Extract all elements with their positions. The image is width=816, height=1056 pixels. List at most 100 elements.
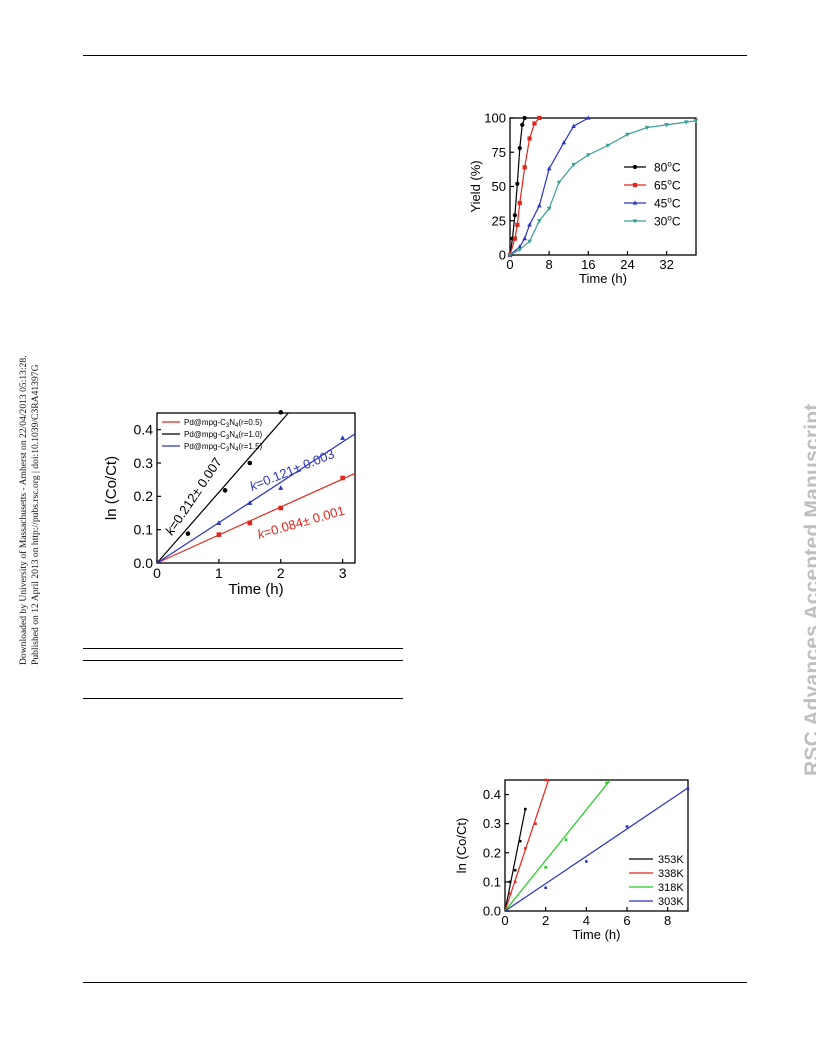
plot-frame <box>156 412 356 564</box>
data-point <box>625 825 629 828</box>
data-point <box>537 115 542 121</box>
plot-frame <box>504 779 689 912</box>
data-point <box>546 206 552 211</box>
fit-line <box>156 412 289 564</box>
legend-label: 318K <box>658 882 684 894</box>
y-tick-label: 0.2 <box>483 845 501 860</box>
legend-label: Pd@mpg-C3N4(r=0.5) <box>184 418 263 429</box>
x-tick-label: 6 <box>623 913 630 928</box>
yield-chart: 0 8 16 24 32 0 25 50 75 100 Time (h) Yield (%) 80oC 6… <box>468 111 699 286</box>
x-tick-label: 0 <box>153 565 161 581</box>
y-axis-label: ln (Co/Ct) <box>103 456 120 520</box>
k-annotation: k=0.121± 0.003 <box>248 446 337 494</box>
data-point <box>537 203 542 208</box>
data-point <box>544 866 547 869</box>
series-line <box>509 117 540 256</box>
x-tick-label: 2 <box>542 913 549 928</box>
y-tick-label: 50 <box>492 179 506 194</box>
table-top-rule <box>83 648 403 649</box>
data-point <box>693 119 699 124</box>
y-tick-label: 0.2 <box>134 488 154 504</box>
x-tick-label: 8 <box>664 913 671 928</box>
x-tick-label: 2 <box>277 565 285 581</box>
data-point <box>527 136 532 141</box>
data-point <box>586 115 591 120</box>
data-point <box>216 532 222 537</box>
data-point <box>247 500 253 505</box>
legend-label: 338K <box>658 868 684 880</box>
data-point <box>522 165 527 170</box>
data-point <box>512 213 517 218</box>
data-point <box>522 115 527 121</box>
footer-rule <box>83 982 747 983</box>
data-point <box>222 488 228 493</box>
x-axis-label: Time (h) <box>579 271 627 286</box>
catalyst-kinetics-chart: 0 1 2 3 0.0 0.1 0.2 0.3 0.4 Time (h) ln (Co/Ct) Pd@… <box>103 410 356 598</box>
data-point <box>537 219 542 224</box>
fit-line <box>504 808 526 912</box>
y-tick-label: 25 <box>492 213 506 228</box>
x-axis-label: Time (h) <box>573 927 621 942</box>
y-tick-label: 0.3 <box>134 455 154 471</box>
data-point <box>546 166 552 171</box>
y-tick-label: 0.0 <box>134 555 154 571</box>
data-point <box>585 860 588 863</box>
data-point <box>508 892 512 895</box>
data-point <box>544 886 547 890</box>
x-tick-label: 32 <box>659 257 673 272</box>
data-point <box>247 520 253 526</box>
y-tick-label: 0.4 <box>483 787 501 802</box>
data-point <box>216 520 222 525</box>
legend-marker <box>632 164 638 170</box>
data-point <box>524 847 527 850</box>
temperature-kinetics-chart: 0 2 4 6 8 0.0 0.1 0.2 0.3 0.4 Time (h) ln (Co/Ct) 35… <box>454 778 690 942</box>
legend-marker <box>632 182 638 188</box>
data-point <box>664 123 669 128</box>
x-tick-label: 3 <box>339 565 347 581</box>
x-tick-label: 0 <box>501 913 508 928</box>
published-line: Published on 12 April 2013 on http://pub… <box>30 364 41 666</box>
data-point <box>185 531 191 536</box>
y-tick-label: 75 <box>492 145 506 160</box>
legend-label: Pd@mpg-C3N4(r=1.0) <box>184 430 263 441</box>
data-point <box>513 868 517 872</box>
data-point <box>517 200 522 206</box>
data-point <box>571 123 576 128</box>
data-point <box>683 120 689 125</box>
table-header-rule <box>83 660 403 661</box>
data-point <box>522 236 527 241</box>
data-point <box>515 181 520 186</box>
fit-line <box>156 472 356 564</box>
y-axis-label: ln (Co/Ct) <box>454 818 469 874</box>
x-tick-label: 8 <box>546 257 553 272</box>
header-rule <box>83 55 747 56</box>
x-tick-label: 16 <box>581 257 595 272</box>
data-point <box>515 222 520 227</box>
legend-label: 353K <box>658 854 684 866</box>
data-point <box>556 180 562 185</box>
data-point <box>340 475 345 481</box>
x-tick-label: 0 <box>506 257 513 272</box>
data-point <box>517 247 523 253</box>
y-tick-label: 0 <box>499 248 506 263</box>
data-point <box>564 838 568 841</box>
x-axis-label: Time (h) <box>228 581 283 598</box>
data-point <box>517 244 523 249</box>
fit-line <box>504 779 611 912</box>
plot-frame <box>509 117 697 256</box>
y-axis-label: Yield (%) <box>468 160 483 212</box>
legend-label: 45oC <box>654 196 681 211</box>
data-point <box>571 162 576 168</box>
download-line: Downloaded by University of Massachusett… <box>18 355 29 665</box>
data-point <box>340 435 346 440</box>
y-tick-label: 0.1 <box>134 522 154 538</box>
data-point <box>605 781 608 785</box>
data-point <box>513 880 517 884</box>
x-tick-label: 24 <box>620 257 634 272</box>
data-point <box>532 121 537 126</box>
x-tick-label: 4 <box>583 913 590 928</box>
legend-marker <box>632 219 638 224</box>
data-point <box>561 140 567 145</box>
data-point <box>686 787 690 791</box>
k-annotation: k=0.084± 0.001 <box>256 503 347 542</box>
